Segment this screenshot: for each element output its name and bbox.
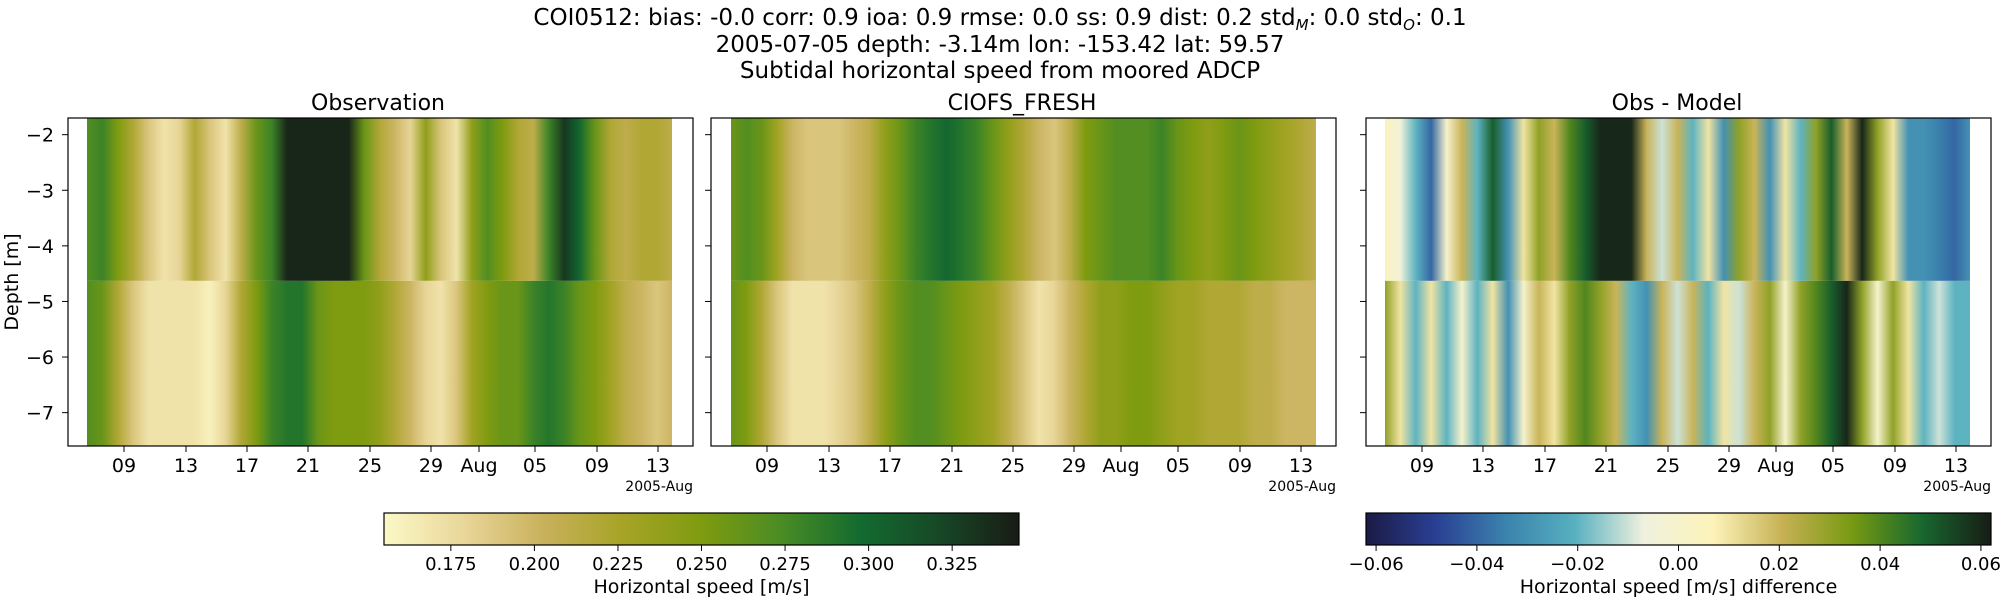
panel-title-difference: Obs - Model — [1612, 91, 1743, 116]
x-tick-label: 21 — [1594, 455, 1618, 477]
panel-title-observation: Observation — [311, 91, 445, 116]
station-id: COI0512: — [533, 5, 640, 31]
corr-value: 0.9 — [822, 5, 859, 31]
heatmap-row-0 — [731, 118, 1316, 281]
x-tick-label: 17 — [878, 455, 902, 477]
x-tick-label: 25 — [358, 455, 382, 477]
x-tick-label: 25 — [1656, 455, 1680, 477]
panel-title-model: CIOFS_FRESH — [948, 91, 1097, 116]
x-tick-label: 13 — [1471, 455, 1495, 477]
x-tick-label: 05 — [523, 455, 547, 477]
colorbar-tick-label: −0.04 — [1449, 554, 1504, 575]
corr-label: corr: — [762, 5, 815, 31]
x-tick-label: 29 — [419, 455, 443, 477]
x-tick-label: 25 — [1001, 455, 1025, 477]
x-tick-label: 09 — [755, 455, 779, 477]
colorbar-gradient — [1365, 512, 1992, 546]
x-offset-label: 2005-Aug — [1268, 479, 1336, 495]
heatmap-row-1 — [87, 280, 672, 446]
colorbar-tick-label: 0.325 — [926, 554, 978, 575]
x-tick-label: 29 — [1062, 455, 1086, 477]
colorbar-tick-label: 0.175 — [425, 554, 477, 575]
colorbar-tick-label: 0.225 — [592, 554, 644, 575]
y-axis-label: Depth [m] — [1, 233, 23, 330]
x-tick-label: 09 — [1883, 455, 1907, 477]
x-tick-label: 13 — [1289, 455, 1313, 477]
bias-value: -0.0 — [710, 5, 755, 31]
std-o-subscript: O — [1403, 16, 1415, 34]
std-m-value: : 0.0 — [1309, 5, 1361, 31]
heatmap-row-0 — [87, 118, 672, 281]
colorbar-tick-label: 0.06 — [1961, 554, 2000, 575]
subtitle-description: Subtidal horizontal speed from moored AD… — [740, 58, 1260, 84]
colorbar-tick-label: 0.00 — [1658, 554, 1698, 575]
x-tick-label: 13 — [646, 455, 670, 477]
dist-label: dist: — [1159, 5, 1209, 31]
speed-colorbar: 0.175 0.200 0.225 0.250 0.275 0.300 0.325 Horiz… — [383, 512, 1020, 598]
x-tick-label: 13 — [1944, 455, 1968, 477]
colorbar-tick-label: 0.250 — [676, 554, 728, 575]
stats-title: COI0512: bias: -0.0 corr: 0.9 ioa: 0.9 r… — [533, 5, 1466, 34]
x-tick-label: Aug — [1102, 455, 1139, 477]
heatmap-row-1 — [731, 280, 1316, 446]
std-o-value: : 0.1 — [1415, 5, 1467, 31]
x-tick-label: 09 — [585, 455, 609, 477]
x-tick-label: 09 — [112, 455, 136, 477]
x-offset-label: 2005-Aug — [1923, 479, 1991, 495]
colorbar-tick-label: 0.200 — [509, 554, 561, 575]
ss-value: 0.9 — [1115, 5, 1152, 31]
dist-value: 0.2 — [1216, 5, 1253, 31]
x-tick-label: 13 — [817, 455, 841, 477]
x-tick-label: 05 — [1166, 455, 1190, 477]
axes-frame — [710, 117, 1337, 447]
heatmap-row-1 — [1385, 280, 1970, 446]
colorbar-label: Horizontal speed [m/s] difference — [1520, 576, 1838, 598]
y-tick-labels: −2 −3 −4 −5 −6 −7 — [26, 125, 54, 425]
colorbar-gradient — [383, 512, 1020, 546]
x-tick-label: 21 — [296, 455, 320, 477]
colorbar-tick-label: 0.300 — [843, 554, 895, 575]
colorbar-tick-label: 0.04 — [1860, 554, 1900, 575]
x-offset-label: 2005-Aug — [625, 479, 693, 495]
difference-panel: 09 13 17 21 25 29 Aug 05 09 13 2005-Aug — [1360, 117, 1992, 495]
ioa-value: 0.9 — [916, 5, 953, 31]
y-tick-label: −3 — [26, 180, 54, 202]
x-tick-label: 21 — [940, 455, 964, 477]
rmse-value: 0.0 — [1032, 5, 1069, 31]
observation-panel: 09 13 17 21 25 29 Aug 05 09 13 2005-Aug — [62, 117, 694, 495]
x-tick-label: 09 — [1410, 455, 1434, 477]
colorbar-tick-label: −0.02 — [1550, 554, 1605, 575]
subtitle-date-location: 2005-07-05 depth: -3.14m lon: -153.42 la… — [716, 32, 1285, 58]
colorbar-tick-label: 0.02 — [1759, 554, 1799, 575]
y-tick-label: −2 — [26, 125, 54, 147]
y-tick-label: −4 — [26, 236, 54, 258]
rmse-label: rmse: — [960, 5, 1025, 31]
x-tick-label: 17 — [235, 455, 259, 477]
colorbar-tick-label: −0.06 — [1348, 554, 1403, 575]
axes-frame — [67, 117, 694, 447]
difference-colorbar: −0.06 −0.04 −0.02 0.00 0.02 0.04 0.06 Horizonta… — [1348, 512, 2000, 598]
std-o-label: std — [1368, 5, 1404, 31]
axes-frame — [1365, 117, 1992, 447]
ss-label: ss: — [1076, 5, 1108, 31]
y-tick-label: −7 — [26, 403, 54, 425]
x-tick-label: 29 — [1717, 455, 1741, 477]
std-m-subscript: M — [1296, 16, 1309, 34]
x-tick-label: 05 — [1821, 455, 1845, 477]
std-m-label: std — [1260, 5, 1296, 31]
bias-label: bias: — [648, 5, 703, 31]
x-tick-label: 13 — [174, 455, 198, 477]
x-tick-label: Aug — [1757, 455, 1794, 477]
ioa-label: ioa: — [866, 5, 908, 31]
model-panel: 09 13 17 21 25 29 Aug 05 09 13 2005-Aug — [705, 117, 1337, 495]
heatmap-row-0 — [1385, 118, 1970, 281]
y-tick-label: −5 — [26, 291, 54, 313]
colorbar-tick-label: 0.275 — [759, 554, 811, 575]
colorbar-label: Horizontal speed [m/s] — [593, 576, 809, 598]
x-tick-label: 09 — [1228, 455, 1252, 477]
x-tick-label: 17 — [1533, 455, 1557, 477]
y-tick-label: −6 — [26, 347, 54, 369]
x-tick-label: Aug — [460, 455, 497, 477]
